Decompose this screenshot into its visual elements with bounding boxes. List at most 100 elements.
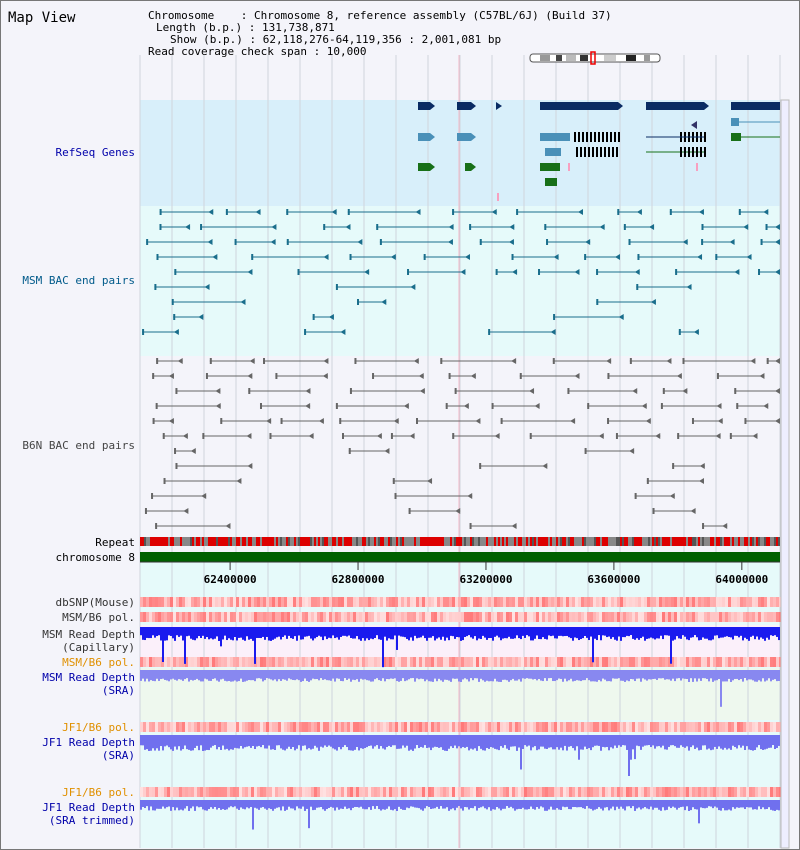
- jf1-sra-trimmed-depth: [764, 800, 766, 810]
- msm-capillary-depth: [404, 627, 406, 638]
- b6n-bac-pair-end: [249, 358, 255, 364]
- msm-sra-depth: [750, 670, 752, 680]
- dbsnp-heat: [734, 597, 737, 607]
- msm-capillary-depth: [246, 627, 248, 637]
- msm-capillary-depth: [398, 627, 400, 636]
- jf1-sra-depth: [274, 735, 276, 751]
- msm-capillary-depth: [530, 627, 532, 641]
- b6n-bac-pair-end: [475, 418, 481, 424]
- track-label-refseq[interactable]: RefSeq Genes: [55, 146, 135, 159]
- jf1-pol-heat: [281, 722, 284, 732]
- jf1-pol-heat: [416, 722, 419, 732]
- b6n-bac-pair-end: [479, 463, 482, 469]
- msm-pol2-heat: [374, 657, 377, 667]
- jf1-pol2-heat: [326, 787, 329, 797]
- jf1-sra-trimmed-depth: [686, 800, 688, 807]
- b6n-bac-pair-end: [607, 373, 610, 379]
- b6n-bac-pair-end: [470, 373, 476, 379]
- msm-bac-pair-end: [775, 239, 780, 245]
- dbsnp-heat: [497, 597, 500, 607]
- msm-bac-pair-end: [697, 254, 703, 260]
- jf1-sra-trimmed-depth: [728, 800, 730, 810]
- jf1-pol-heat: [203, 722, 206, 732]
- ideogram-band: [566, 55, 576, 61]
- msm-capillary-depth: [362, 627, 364, 639]
- track-label-jf1-depth-trimmed[interactable]: JF1 Read Depth (SRA trimmed): [0, 801, 135, 827]
- jf1-pol-heat: [182, 722, 185, 732]
- msm-bac-pair-end: [185, 224, 191, 230]
- track-label-b6n-bac[interactable]: B6N BAC end pairs: [22, 439, 135, 452]
- jf1-pol2-heat: [611, 787, 614, 797]
- msm-bac-pair-end: [323, 254, 329, 260]
- refseq-exon: [586, 132, 588, 142]
- dbsnp-heat: [431, 597, 434, 607]
- msm-bac-pair-end: [637, 254, 640, 260]
- msm-sra-depth: [506, 670, 508, 681]
- track-label-msm-pol-1[interactable]: MSM/B6 pol.: [62, 611, 135, 624]
- msm-sra-depth: [148, 670, 150, 682]
- dbsnp-heat: [317, 597, 320, 607]
- track-label-msm-depth-sra[interactable]: MSM Read Depth (SRA): [0, 671, 135, 697]
- msm-pol2-heat: [767, 657, 770, 667]
- jf1-pol-heat: [455, 722, 458, 732]
- jf1-sra-trimmed-depth: [776, 800, 778, 810]
- dbsnp-heat: [236, 597, 239, 607]
- jf1-sra-depth: [190, 735, 192, 751]
- track-label-jf1-pol-1[interactable]: JF1/B6 pol.: [62, 721, 135, 734]
- jf1-sra-depth: [584, 735, 586, 747]
- b6n-bac-pair-end: [645, 418, 651, 424]
- msm-capillary-depth: [278, 627, 280, 637]
- dbsnp-heat: [191, 597, 194, 607]
- msm-sra-depth: [764, 670, 766, 682]
- msm-sra-depth: [674, 670, 676, 682]
- msm-pol2-heat: [332, 657, 335, 667]
- msm-sra-depth: [756, 670, 758, 682]
- jf1-sra-trimmed-depth: [584, 800, 586, 809]
- b6n-bac-pair-end: [201, 493, 207, 499]
- jf1-sra-depth: [140, 735, 142, 746]
- track-label-msm-bac[interactable]: MSM BAC end pairs: [22, 274, 135, 287]
- jf1-pol-heat: [467, 722, 470, 732]
- msm-pol-heat: [230, 612, 233, 622]
- jf1-pol-heat: [260, 722, 263, 732]
- jf1-pol2-heat: [164, 787, 167, 797]
- dbsnp-heat: [569, 597, 572, 607]
- refseq-gene: [731, 102, 780, 110]
- jf1-sra-depth: [302, 735, 304, 746]
- repeat-element: [624, 537, 626, 546]
- jf1-sra-depth: [272, 735, 274, 750]
- dbsnp-heat: [458, 597, 461, 607]
- jf1-sra-trimmed-depth: [442, 800, 444, 809]
- track-label-msm-pol-2[interactable]: MSM/B6 pol.: [62, 656, 135, 669]
- jf1-sra-trimmed-depth: [704, 800, 706, 809]
- msm-sra-depth: [762, 670, 764, 679]
- refseq-exon: [574, 132, 576, 142]
- dbsnp-heat: [278, 597, 281, 607]
- jf1-pol-heat: [740, 722, 743, 732]
- msm-capillary-depth: [218, 627, 220, 641]
- msm-bac-pair-end: [636, 209, 642, 215]
- jf1-sra-trimmed-depth: [312, 800, 314, 811]
- msm-pol2-heat: [149, 657, 152, 667]
- jf1-sra-depth: [696, 735, 698, 748]
- jf1-pol-heat: [563, 722, 566, 732]
- repeat-element: [382, 537, 384, 546]
- jf1-pol2-heat: [338, 787, 341, 797]
- msm-pol-heat: [596, 612, 599, 622]
- dbsnp-heat: [548, 597, 551, 607]
- track-label-jf1-depth[interactable]: JF1 Read Depth (SRA): [0, 736, 135, 762]
- jf1-sra-trimmed-depth: [218, 800, 220, 809]
- repeat-element: [436, 537, 438, 546]
- track-label-dbsnp[interactable]: dbSNP(Mouse): [55, 596, 135, 609]
- b6n-bac-pair-end: [225, 523, 231, 529]
- dbsnp-heat: [749, 597, 752, 607]
- jf1-sra-depth: [722, 735, 724, 750]
- track-label-jf1-pol-2[interactable]: JF1/B6 pol.: [62, 786, 135, 799]
- jf1-pol-heat: [191, 722, 194, 732]
- msm-pol-heat: [587, 612, 590, 622]
- jf1-sra-trimmed-depth: [156, 800, 158, 809]
- msm-pol2-heat: [188, 657, 191, 667]
- msm-pol-heat: [563, 612, 566, 622]
- track-label-msm-depth-cap[interactable]: MSM Read Depth (Capillary): [0, 628, 135, 654]
